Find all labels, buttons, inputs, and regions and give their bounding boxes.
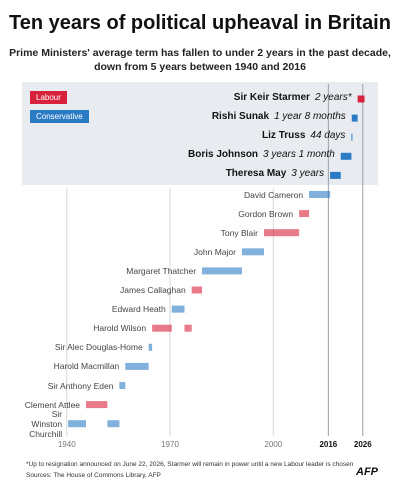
bar: [148, 343, 153, 351]
legend-item: Conservative: [30, 110, 89, 123]
row-label: Gordon Brown: [238, 209, 293, 219]
pm-name: Theresa May: [225, 168, 287, 180]
row-label: Sir Winston Churchill: [24, 409, 62, 439]
pm-tenure: 1 year 8 months: [274, 111, 346, 123]
pm-name: Sir Winston Churchill: [29, 408, 63, 439]
bar: [171, 305, 185, 313]
pm-name: Clement Attlee: [24, 399, 81, 410]
bar: [152, 324, 172, 332]
row-label: Boris Johnson 3 years 1 month: [188, 150, 335, 160]
bar: [86, 401, 108, 409]
pm-name: David Cameron: [244, 189, 304, 200]
bar: [202, 267, 242, 275]
pm-tenure: 2 years*: [314, 92, 352, 103]
x-tick-label: 1970: [161, 440, 179, 449]
pm-name: Sir Alec Douglas-Home: [54, 342, 143, 353]
row-label: Theresa May 3 years: [226, 169, 324, 179]
bar: [241, 248, 264, 256]
subtitle: Prime Ministers' average term has fallen…: [0, 46, 400, 74]
pm-name: Edward Heath: [111, 304, 166, 315]
x-tick-label: 2026: [354, 440, 372, 449]
pm-name: Liz Truss: [262, 130, 306, 142]
row-label: Harold Macmillan: [54, 361, 120, 371]
row-label: Margaret Thatcher: [126, 266, 196, 276]
row-label: Sir Alec Douglas-Home: [55, 342, 143, 352]
bar: [125, 362, 149, 370]
pm-name: Harold Wilson: [93, 323, 147, 334]
legend-item: Labour: [30, 91, 67, 104]
pm-name: Harold Macmillan: [53, 361, 120, 372]
row-label: Tony Blair: [221, 228, 258, 238]
row-label: James Callaghan: [120, 285, 186, 295]
row-label: Liz Truss 44 days: [262, 131, 345, 141]
bar: [184, 324, 192, 332]
bar: [351, 133, 353, 141]
bar: [68, 420, 87, 428]
pm-tenure: 3 years 1 month: [263, 149, 335, 161]
pm-name: Sir Anthony Eden: [47, 380, 114, 391]
row-label: Sir Keir Starmer 2 years*: [234, 93, 352, 103]
highlight-panel: [22, 82, 378, 185]
subtitle-line: Prime Ministers' average term has fallen…: [9, 47, 391, 59]
bar: [330, 171, 341, 179]
x-tick-label: 2016: [319, 440, 337, 449]
bar: [299, 210, 310, 218]
chart-title: Ten years of political upheaval in Brita…: [9, 12, 391, 34]
row-label: Edward Heath: [112, 304, 166, 314]
bar: [340, 152, 352, 160]
x-tick-label: 2000: [264, 440, 282, 449]
pm-name: Boris Johnson: [188, 149, 259, 161]
source: Sources: The House of Commons Library, A…: [26, 472, 161, 479]
pm-name: Tony Blair: [220, 227, 258, 238]
pm-tenure: 44 days: [310, 130, 346, 142]
row-label: Rishi Sunak 1 year 8 months: [212, 112, 346, 122]
row-label: Harold Wilson: [93, 323, 146, 333]
bar: [357, 95, 365, 103]
pm-tenure: 3 years: [291, 168, 325, 180]
footnote: *Up to resignation announced on June 22,…: [26, 461, 354, 468]
row-label: Clement Attlee: [25, 400, 80, 410]
row-label: Sir Anthony Eden: [48, 381, 114, 391]
bar: [309, 191, 331, 198]
bar: [119, 382, 126, 389]
pm-name: Sir Keir Starmer: [233, 92, 310, 103]
bar: [191, 286, 203, 294]
bar: [107, 420, 120, 428]
row-label: John Major: [194, 247, 236, 257]
bar: [351, 114, 358, 122]
row-label: David Cameron: [244, 190, 303, 200]
subtitle-line: down from 5 years between 1940 and 2016: [94, 61, 306, 73]
logo: AFP: [356, 466, 378, 478]
pm-name: James Callaghan: [120, 285, 186, 295]
pm-name: Gordon Brown: [238, 208, 294, 219]
pm-name: Margaret Thatcher: [126, 265, 197, 276]
pm-name: Rishi Sunak: [211, 111, 270, 123]
pm-name: John Major: [193, 246, 236, 257]
bar: [263, 229, 300, 237]
x-tick-label: 1940: [58, 440, 76, 449]
